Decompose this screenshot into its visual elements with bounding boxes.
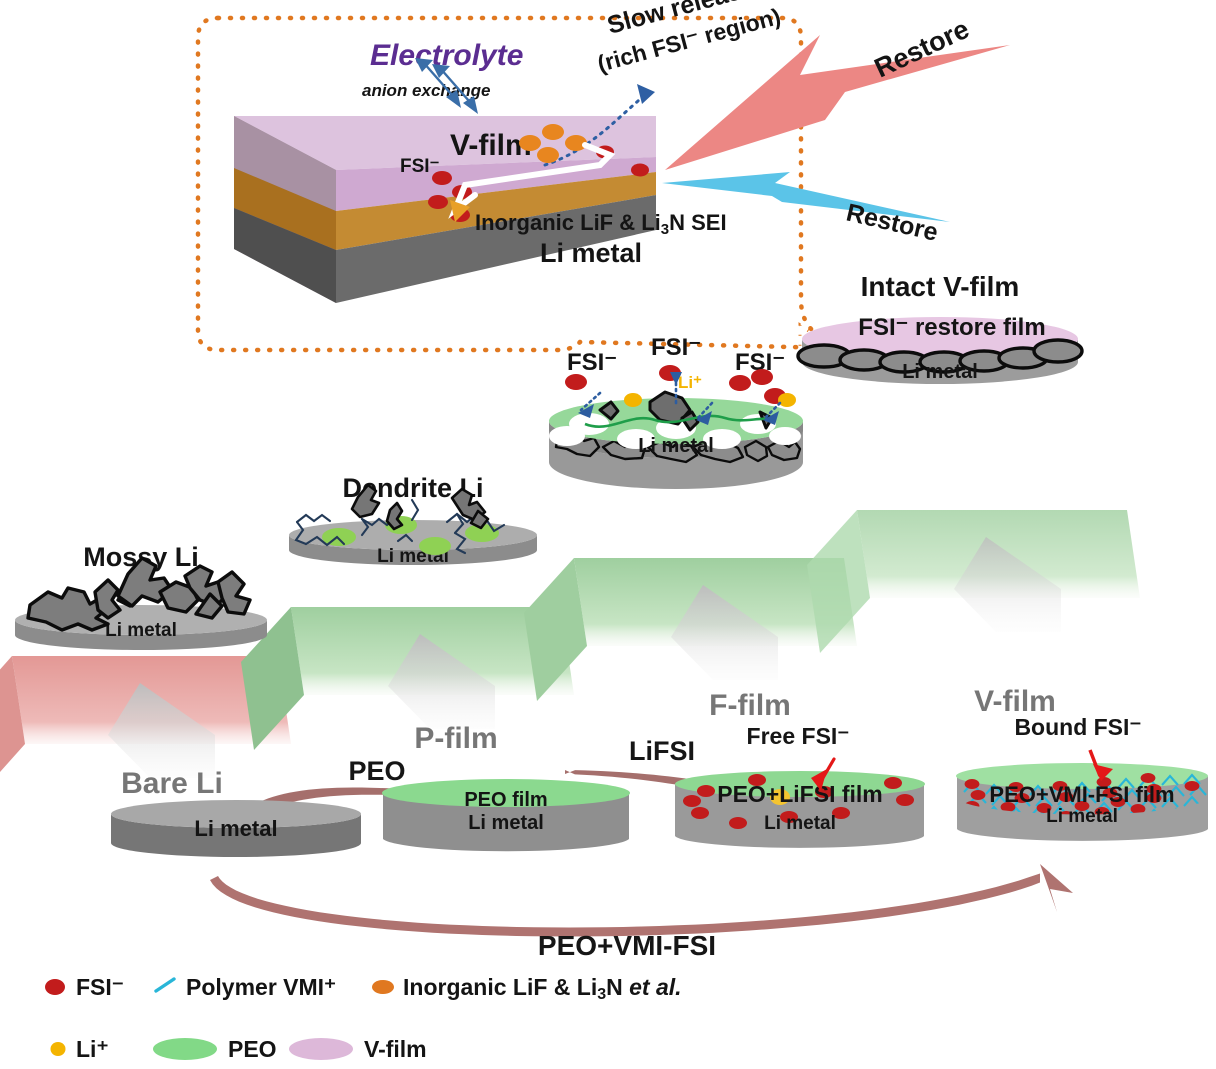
svg-text:PEO: PEO — [228, 1036, 277, 1062]
svg-text:PEO: PEO — [348, 756, 405, 786]
svg-text:Inorganic LiF & Li3N et al.: Inorganic LiF & Li3N et al. — [403, 974, 682, 1003]
svg-text:Bound FSI⁻: Bound FSI⁻ — [1014, 714, 1141, 740]
svg-text:PEO+VMI-FSI: PEO+VMI-FSI — [538, 930, 716, 961]
svg-text:Free FSI⁻: Free FSI⁻ — [747, 723, 850, 749]
svg-text:F-film: F-film — [709, 689, 791, 722]
svg-text:V-film: V-film — [364, 1036, 427, 1062]
svg-text:Li metal: Li metal — [540, 238, 642, 268]
svg-text:Polymer VMI⁺: Polymer VMI⁺ — [186, 974, 336, 1000]
svg-text:FSI⁻ restore film: FSI⁻ restore film — [858, 314, 1045, 341]
svg-text:PEO+LiFSI film: PEO+LiFSI film — [717, 781, 883, 807]
svg-text:Inorganic LiF & Li3N SEI: Inorganic LiF & Li3N SEI — [475, 210, 727, 238]
svg-text:Bare Li: Bare Li — [121, 767, 223, 800]
svg-text:Li metal: Li metal — [1046, 806, 1118, 827]
svg-text:FSI⁻: FSI⁻ — [400, 156, 440, 177]
svg-text:P-film: P-film — [414, 722, 497, 755]
svg-text:Li metal: Li metal — [764, 813, 836, 834]
svg-text:PEO film: PEO film — [464, 789, 547, 811]
svg-text:PEO+VMI-FSI film: PEO+VMI-FSI film — [989, 782, 1174, 807]
svg-text:Li metal: Li metal — [105, 620, 177, 641]
svg-text:Li metal: Li metal — [194, 816, 277, 841]
svg-text:anion exchange: anion exchange — [362, 81, 490, 100]
svg-text:Li⁺: Li⁺ — [76, 1036, 109, 1062]
svg-text:FSI⁻: FSI⁻ — [567, 349, 617, 376]
svg-text:Li⁺: Li⁺ — [678, 373, 702, 392]
svg-text:V-film: V-film — [450, 129, 532, 162]
svg-text:Li metal: Li metal — [468, 812, 544, 834]
svg-text:Li metal: Li metal — [902, 361, 978, 383]
svg-text:FSI⁻: FSI⁻ — [76, 974, 124, 1000]
svg-text:FSI⁻: FSI⁻ — [651, 334, 701, 361]
svg-text:LiFSI: LiFSI — [629, 736, 695, 766]
svg-text:Intact V-film: Intact V-film — [861, 271, 1020, 302]
svg-text:Li metal: Li metal — [638, 435, 714, 457]
